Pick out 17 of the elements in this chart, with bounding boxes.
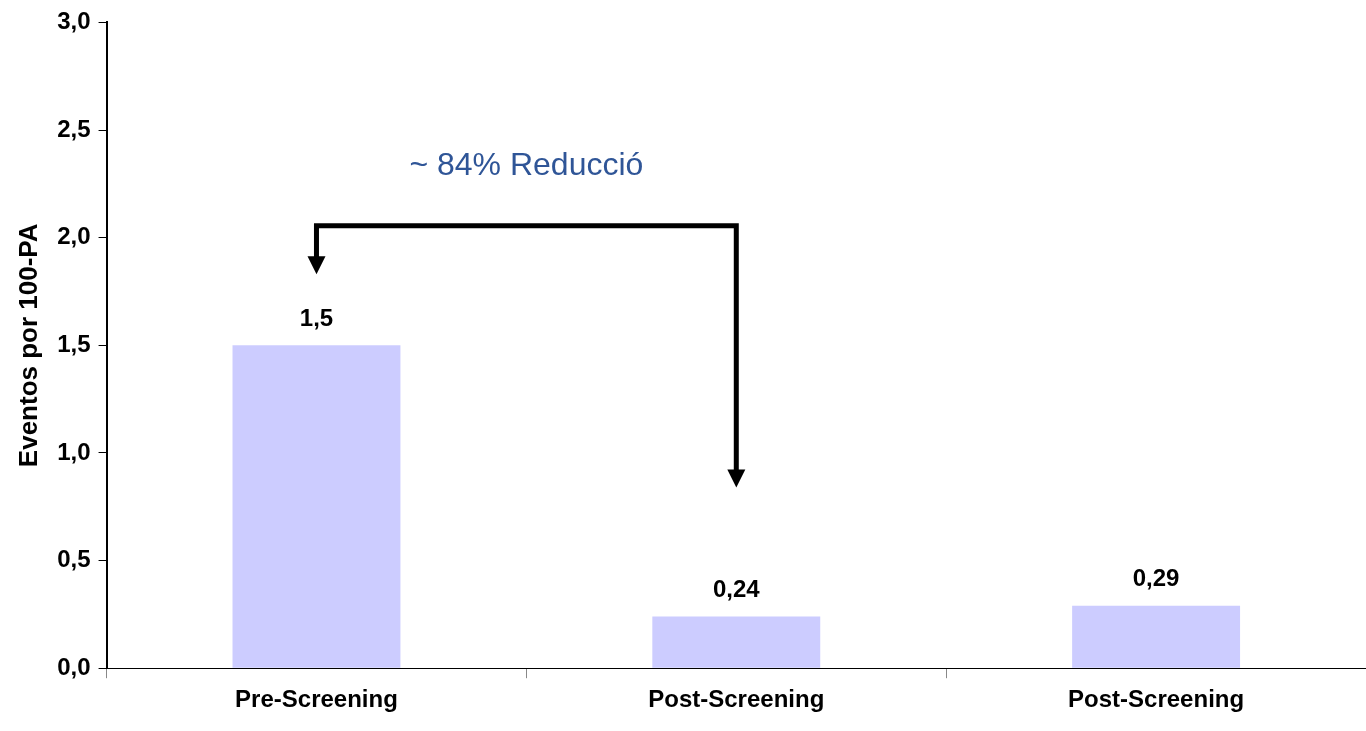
y-tick-label: 2,0 [57,222,91,250]
y-tick-label: 0,5 [57,545,91,573]
y-tick-label: 1,0 [57,437,91,465]
y-axis-title: Eventos por 100-PA [12,223,43,468]
x-tick-label: Pre-Screening [235,685,398,713]
data-label: 1,5 [299,303,334,331]
y-tick-label: 1,5 [57,329,91,357]
bar [652,616,821,668]
data-label: 0,24 [712,575,761,603]
x-tick-label: Post-Screening [648,685,825,713]
x-tick-label: Post-Screening [1068,685,1245,713]
data-label: 0,29 [1132,564,1180,592]
y-tick-label: 2,5 [57,114,91,142]
y-tick-label: 3,0 [57,7,91,35]
bar [1072,605,1241,668]
annotation: ~ 84% Reducció [409,145,644,183]
y-tick-label: 0,0 [57,652,91,680]
